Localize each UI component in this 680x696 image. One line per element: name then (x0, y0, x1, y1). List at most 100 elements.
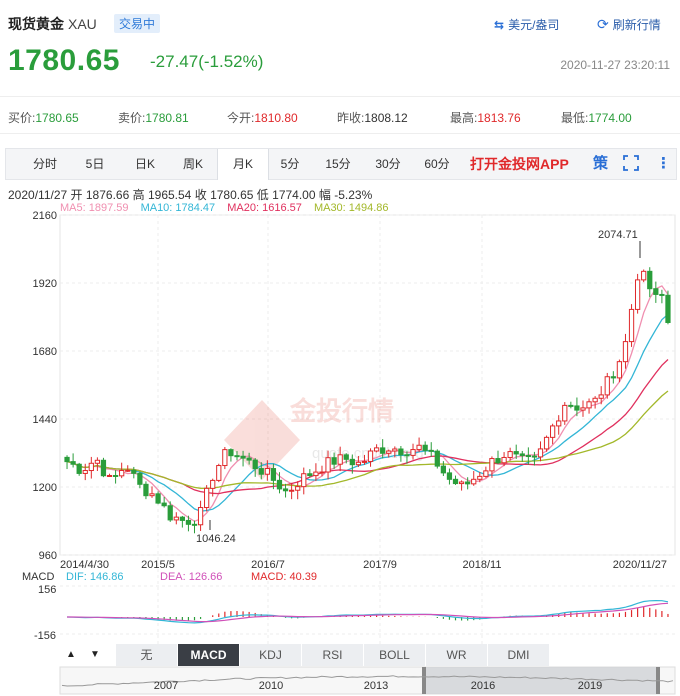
candle-body (641, 270, 647, 281)
candle-body (137, 472, 143, 485)
candle-body (361, 460, 368, 463)
candle-body (112, 474, 119, 477)
x-tick-label: 2018/11 (463, 559, 502, 571)
indicator-none[interactable]: 无 (116, 644, 178, 666)
quote-low: 最低:1774.00 (561, 111, 632, 125)
candle-body (501, 456, 507, 464)
watermark-text: 金投行情 (289, 396, 394, 426)
candle-body (404, 454, 410, 457)
candle-body (155, 493, 161, 504)
ce-icon[interactable]: 策 (593, 155, 609, 172)
candle-body (477, 475, 483, 480)
candle-body (349, 458, 355, 466)
candle-body (458, 481, 465, 485)
candle-body (634, 279, 641, 310)
candle-body (355, 461, 362, 466)
candle-body (489, 458, 495, 472)
x-tick-label: 2015/5 (141, 559, 175, 571)
ma-line (66, 390, 669, 489)
instrument-code: XAU (68, 16, 97, 32)
tab-30min[interactable]: 30分 (375, 157, 401, 171)
candle-body (210, 479, 216, 489)
currency-label: 美元/盎司 (508, 18, 560, 32)
x-tick-label: 2020/11/27 (613, 559, 667, 571)
candle-body (434, 450, 440, 467)
candle-body (513, 451, 519, 455)
candle-body (100, 459, 107, 477)
candle-body (149, 493, 155, 497)
tab-60min[interactable]: 60分 (424, 157, 450, 171)
candle-body (143, 483, 149, 497)
bar-high: 1965.54 (147, 188, 192, 202)
candle-body (556, 420, 562, 427)
navigator-line (61, 675, 674, 687)
tab-intraday[interactable]: 分时 (32, 157, 57, 171)
candle-body (380, 447, 386, 454)
watermark-logo-icon (224, 400, 300, 480)
candle-body (131, 469, 137, 474)
tab-monthly-k[interactable]: 月K (217, 149, 269, 180)
instrument-title: 现货黄金 XAU (8, 14, 97, 34)
candle-body (446, 472, 453, 480)
ma5-value: MA5: 1897.59 (60, 202, 129, 214)
bar-open: 1876.66 (85, 188, 130, 202)
candle-body (319, 471, 325, 474)
macd-dea: DEA: 126.66 (160, 571, 222, 583)
navigator-year-label: 2019 (578, 680, 602, 692)
tab-5day[interactable]: 5日 (85, 157, 105, 171)
ma-line (66, 313, 669, 512)
indicator-wr[interactable]: WR (426, 644, 488, 666)
candle-body (410, 449, 416, 456)
candle-body (276, 479, 283, 490)
candle-body (289, 489, 295, 492)
max-price-label: 2074.71 (598, 229, 638, 241)
bar-low: 1774.00 (272, 188, 316, 202)
indicator-kdj[interactable]: KDJ (240, 644, 302, 666)
refresh-icon: ⟳ (597, 16, 609, 32)
candle-body (82, 470, 88, 474)
indicator-rsi[interactable]: RSI (302, 644, 364, 666)
quote-prev-close: 昨收:1808.12 (337, 111, 408, 125)
candle-body (398, 448, 404, 456)
scroll-up-icon[interactable]: ▲ (66, 649, 76, 660)
indicator-dmi[interactable]: DMI (488, 644, 550, 666)
candle-body (252, 459, 258, 470)
candle-body (416, 444, 422, 451)
candle-body (64, 456, 70, 463)
candle-body (440, 465, 446, 474)
bar-date: 2020/11/27 (8, 188, 68, 202)
candle-body (119, 469, 125, 477)
scroll-down-icon[interactable]: ▼ (90, 649, 100, 660)
tab-15min[interactable]: 15分 (325, 157, 351, 171)
candle-body (471, 478, 477, 485)
instrument-name: 现货黄金 (8, 16, 64, 32)
refresh-button[interactable]: ⟳ 刷新行情 (597, 16, 661, 33)
currency-button[interactable]: ⇆ 美元/盎司 (494, 16, 559, 33)
indicator-macd[interactable]: MACD (178, 644, 240, 666)
indicator-tabs: 无 MACD KDJ RSI BOLL WR DMI (116, 644, 606, 666)
macd-dif: DIF: 146.86 (66, 571, 123, 583)
ma30-value: MA30: 1494.86 (313, 202, 389, 214)
candle-body (647, 270, 653, 290)
tab-weekly-k[interactable]: 周K (182, 157, 203, 171)
y-tick-label: 1440 (33, 414, 57, 426)
candle-body (264, 468, 270, 475)
indicator-boll[interactable]: BOLL (364, 644, 426, 666)
candle-body (507, 451, 513, 458)
fullscreen-icon[interactable] (623, 149, 639, 179)
navigator-year-label: 2016 (471, 680, 495, 692)
candle-body (173, 516, 179, 521)
navigator-left-handle[interactable] (422, 667, 426, 694)
tab-5min[interactable]: 5分 (280, 157, 300, 171)
tab-daily-k[interactable]: 日K (134, 157, 155, 171)
open-app-link[interactable]: 打开金投网APP (470, 156, 569, 172)
candle-body (282, 488, 289, 492)
candle-body (574, 405, 580, 411)
candle-body (422, 444, 428, 451)
candle-body (204, 487, 210, 509)
candle-body (386, 450, 392, 454)
quote-bar: 买价:1780.65 卖价:1780.81 今开:1810.80 昨收:1808… (0, 96, 680, 134)
more-icon[interactable]: ⋮ (656, 155, 671, 172)
bar-amplitude: -5.23% (334, 188, 373, 202)
